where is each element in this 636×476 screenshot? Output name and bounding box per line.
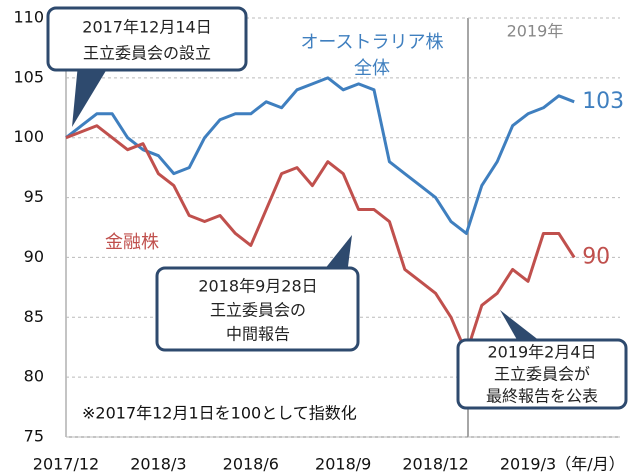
- y-tick-label: 85: [24, 307, 44, 326]
- x-tick-label: 2018/6: [223, 455, 279, 474]
- x-tick-label: 2019/3: [500, 455, 556, 474]
- callout-box: [46, 6, 248, 72]
- callout-text: 2019年2月4日: [487, 343, 596, 362]
- callout-box: [155, 266, 360, 352]
- y-tick-label: 80: [24, 367, 44, 386]
- y-tick-label: 110: [13, 8, 44, 27]
- y-tick-label: 105: [13, 67, 44, 86]
- x-tick-label: 2017/12: [33, 455, 99, 474]
- x-tick-label: 2018/3: [130, 455, 186, 474]
- note: ※2017年12月1日を100として指数化: [82, 404, 357, 423]
- y-tick-label: 90: [24, 247, 44, 266]
- y-tick-label: 100: [13, 127, 44, 146]
- line-series: [65, 76, 575, 235]
- end-label: 90: [582, 244, 610, 269]
- callout-text: 2017年12月14日: [82, 18, 211, 37]
- x-tick-label: 2018/9: [315, 455, 371, 474]
- callout-text: 王立委員会の: [210, 301, 306, 320]
- callout-text: 中間報告: [226, 325, 290, 344]
- callout-box: [456, 338, 628, 410]
- series-label: 金融株: [105, 232, 159, 253]
- callout-text: 2018年9月28日: [198, 277, 317, 296]
- callout-text: 最終報告を公表: [486, 387, 598, 406]
- end-label: 103: [582, 89, 624, 114]
- y-tick-label: 75: [24, 427, 44, 446]
- divider-label: 2019年: [507, 22, 564, 41]
- callout-pointer: [72, 64, 110, 127]
- series-label: オーストラリア株全体: [300, 32, 444, 79]
- y-tick-label: 95: [24, 187, 44, 206]
- x-unit: （年/月）: [555, 455, 624, 474]
- callout-text: 王立委員会が: [494, 365, 590, 384]
- x-tick-label: 2018/12: [402, 455, 468, 474]
- callout-pointer: [500, 310, 545, 345]
- callout-text: 王立委員会の設立: [83, 44, 211, 63]
- line-series: [65, 124, 576, 355]
